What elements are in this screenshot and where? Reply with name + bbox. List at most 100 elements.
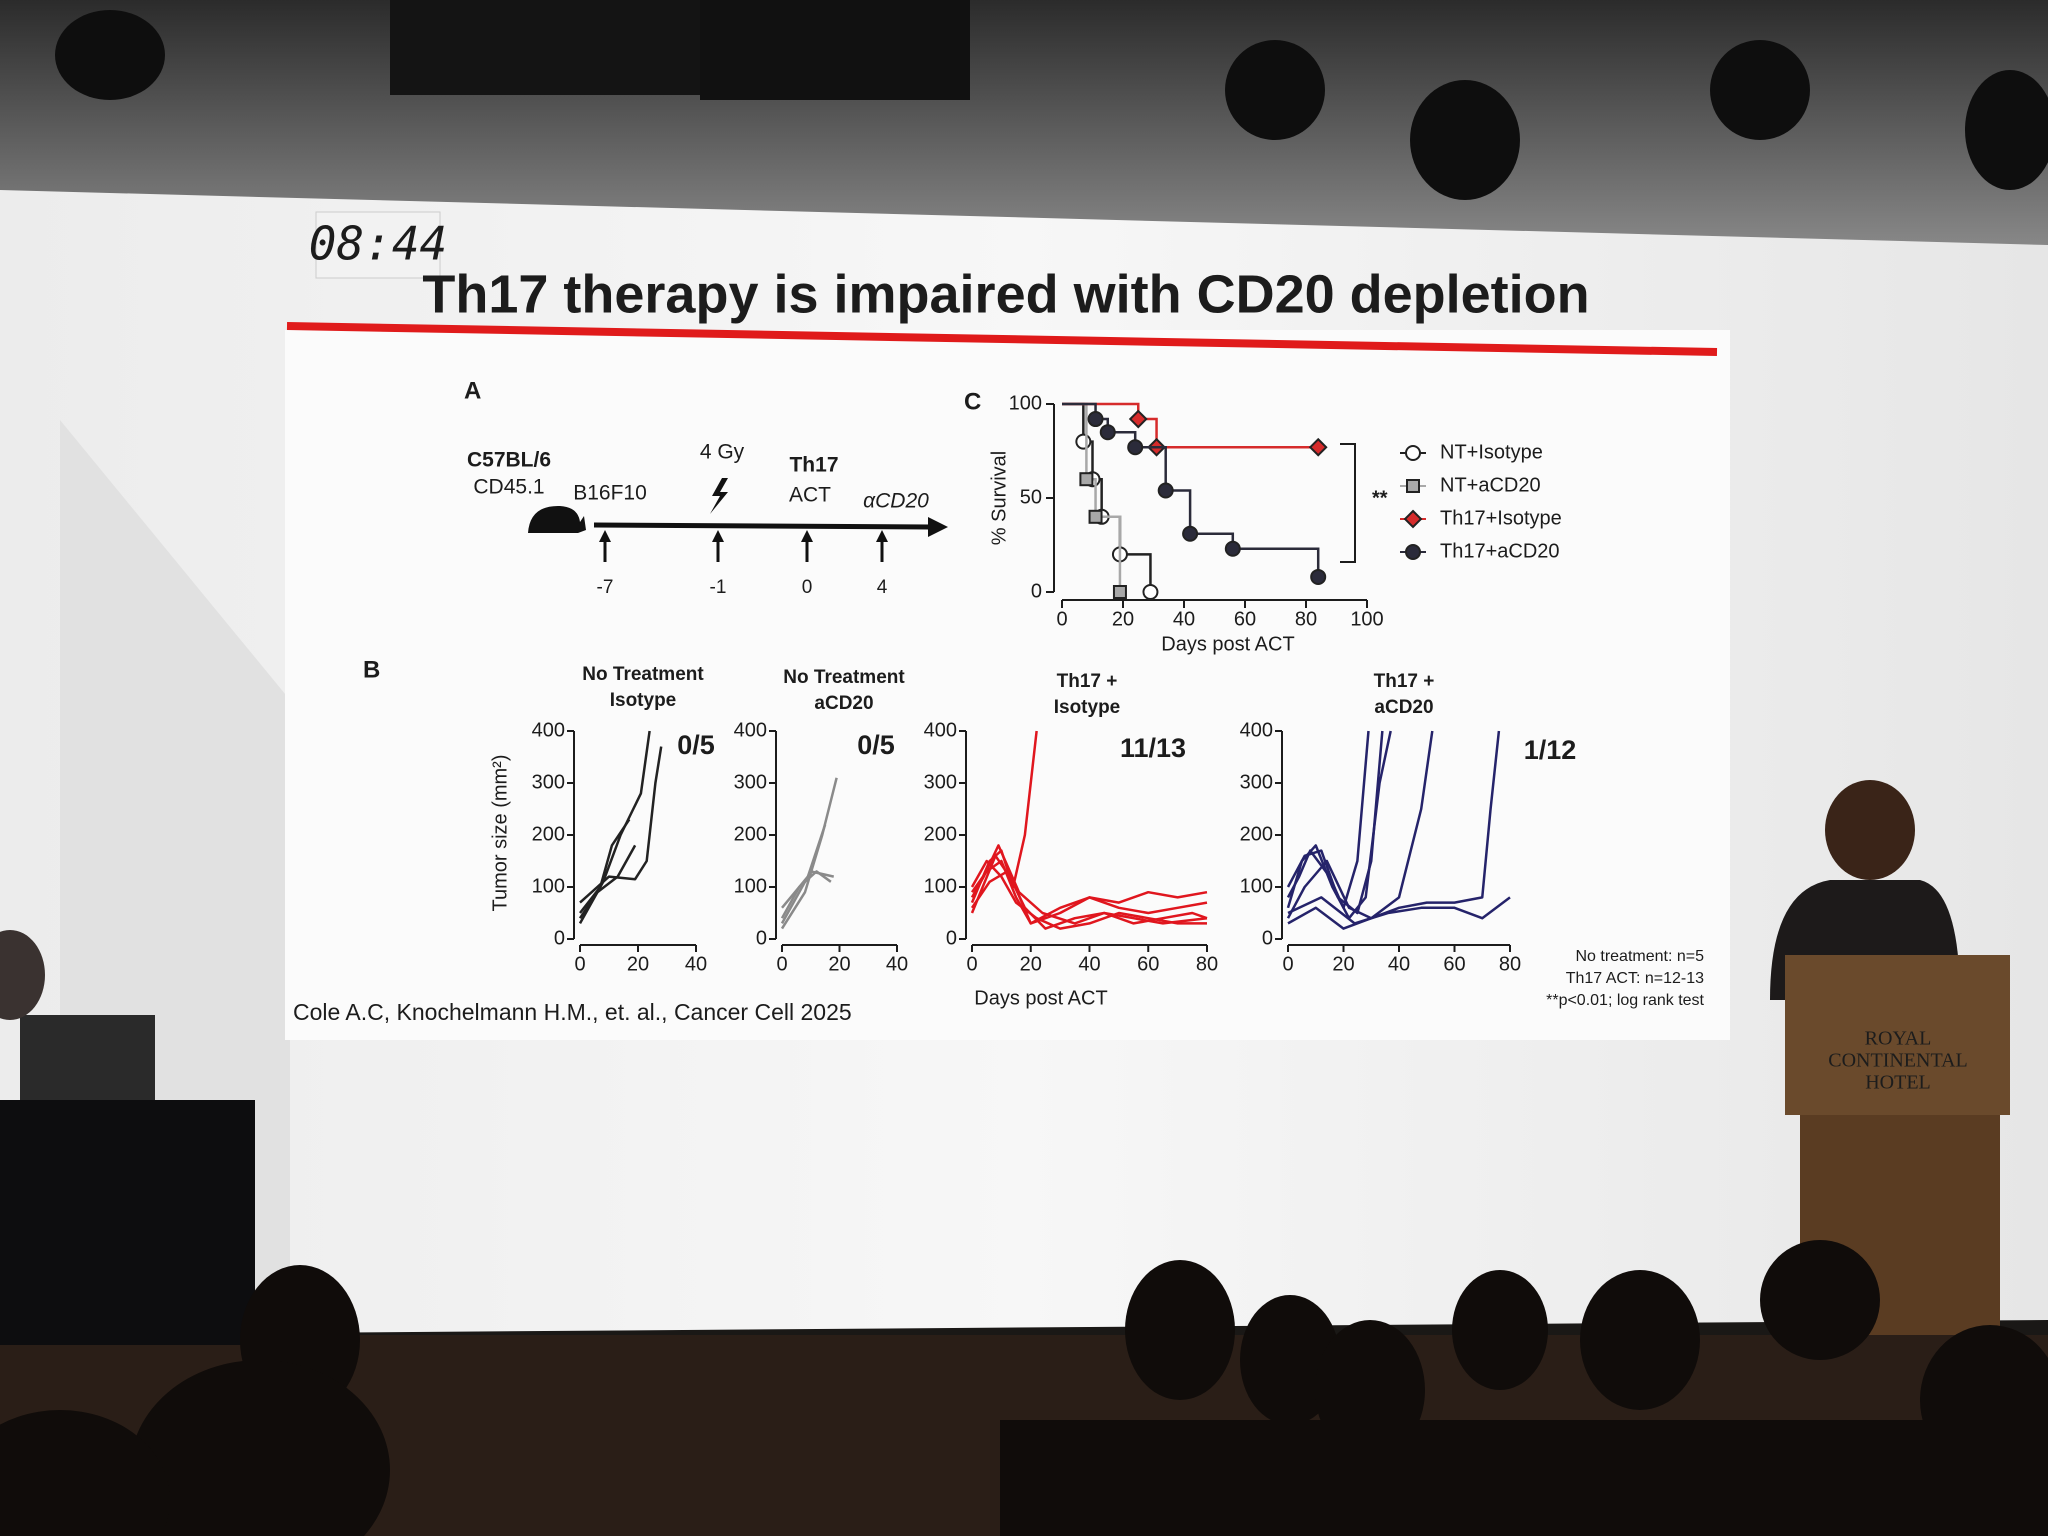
x-tick-label: 0 xyxy=(1056,608,1067,630)
tumor-growth-line xyxy=(1287,730,1501,930)
y-tick-label: 0 xyxy=(1262,927,1273,949)
footnote: **p<0.01; log rank test xyxy=(1546,992,1704,1009)
x-tick-label: 0 xyxy=(574,953,585,975)
x-tick-label: 40 xyxy=(1388,953,1410,975)
chart-title: aCD20 xyxy=(814,693,873,714)
chart-title: Isotype xyxy=(1054,697,1121,718)
slide-content-area xyxy=(285,330,1730,1040)
timeline-arrowhead xyxy=(928,517,948,537)
response-ratio: 11/13 xyxy=(1120,733,1186,763)
tumor-growth-line xyxy=(1286,730,1434,920)
x-tick-label: 60 xyxy=(1234,608,1256,630)
tumor-growth-line xyxy=(780,777,838,930)
legend-label: NT+Isotype xyxy=(1440,441,1543,463)
y-tick-label: 400 xyxy=(924,719,957,741)
podium-text: HOTEL xyxy=(1865,1072,1931,1094)
stage-light xyxy=(55,10,165,100)
panel-label: A xyxy=(464,377,481,404)
y-tick-label: 50 xyxy=(1020,486,1042,508)
stage-light xyxy=(1225,40,1325,140)
marker xyxy=(1112,585,1127,599)
x-tick-label: 60 xyxy=(1137,953,1159,975)
event-sublabel: ACT xyxy=(789,484,831,507)
ceiling-panel xyxy=(700,0,970,100)
marker xyxy=(1127,439,1144,456)
speaker-head xyxy=(1825,780,1915,880)
marker xyxy=(1157,482,1174,499)
x-tick-label: 20 xyxy=(1020,953,1042,975)
x-tick-label: 20 xyxy=(1332,953,1354,975)
x-tick-label: 20 xyxy=(1112,608,1134,630)
podium-top xyxy=(1785,955,2010,1115)
desk xyxy=(0,1100,255,1345)
y-tick-label: 300 xyxy=(924,771,957,793)
event-label: Th17 xyxy=(789,454,838,477)
x-tick-label: 60 xyxy=(1443,953,1465,975)
citation: Cole A.C, Knochelmann H.M., et. al., Can… xyxy=(293,999,852,1025)
marker xyxy=(1128,409,1148,429)
audience-head xyxy=(1240,1295,1340,1425)
event-day: 0 xyxy=(802,577,813,598)
x-tick-label: 40 xyxy=(1078,953,1100,975)
footnote: No treatment: n=5 xyxy=(1575,948,1704,965)
response-ratio: 0/5 xyxy=(857,730,895,760)
y-tick-label: 0 xyxy=(1031,580,1042,602)
y-tick-label: 100 xyxy=(532,875,565,897)
x-tick-label: 80 xyxy=(1499,953,1521,975)
chart-title: No Treatment xyxy=(582,664,704,685)
y-tick-label: 100 xyxy=(1240,875,1273,897)
response-ratio: 1/12 xyxy=(1524,735,1577,765)
slide-title: Th17 therapy is impaired with CD20 deple… xyxy=(422,264,1589,324)
y-tick-label: 0 xyxy=(946,927,957,949)
marker xyxy=(1182,525,1199,542)
tumor-growth-line xyxy=(970,854,1208,925)
audience-head xyxy=(0,1410,170,1536)
chart-title: aCD20 xyxy=(1374,697,1433,718)
y-tick-label: 300 xyxy=(734,771,767,793)
title-underline xyxy=(286,322,1718,356)
stage-light xyxy=(1710,40,1810,140)
marker xyxy=(1406,479,1420,493)
event-label: 4 Gy xyxy=(700,441,745,464)
strain: C57BL/6 xyxy=(467,449,551,472)
y-tick-label: 300 xyxy=(532,771,565,793)
audience-head xyxy=(1452,1270,1548,1390)
event-day: -1 xyxy=(710,577,727,598)
chart-title: No Treatment xyxy=(783,667,905,688)
mouse-icon xyxy=(528,505,586,533)
x-axis-label: Days post ACT xyxy=(1161,633,1294,655)
timer-box xyxy=(315,211,441,279)
audience-head xyxy=(1125,1260,1235,1400)
x-tick-label: 20 xyxy=(828,953,850,975)
audience xyxy=(0,1240,2048,1536)
event-arrowhead xyxy=(801,530,813,542)
y-tick-label: 100 xyxy=(1009,392,1042,414)
timer: 08:44 xyxy=(309,217,447,271)
significance-bracket xyxy=(1340,443,1356,563)
audience-bodies xyxy=(1000,1420,2048,1536)
audience-head xyxy=(1760,1240,1880,1360)
strain-detail: CD45.1 xyxy=(473,476,544,499)
panel-label: C xyxy=(964,388,981,415)
podium-text: CONTINENTAL xyxy=(1828,1050,1967,1072)
panel-label: B xyxy=(363,656,380,683)
y-tick-label: 200 xyxy=(532,823,565,845)
audience-head xyxy=(1580,1270,1700,1410)
laptop xyxy=(20,1015,155,1100)
event-arrowhead xyxy=(599,530,611,542)
x-axis-label: Days post ACT xyxy=(974,987,1107,1009)
y-tick-label: 200 xyxy=(734,823,767,845)
marker xyxy=(1405,544,1421,560)
legend-label: NT+aCD20 xyxy=(1440,474,1541,496)
chart-title: Isotype xyxy=(610,690,677,711)
slide-content: A C57BL/6 CD45.1 -7 B16F10 -1 4 Gy 0 Th17 ACT 4 αCD… xyxy=(293,377,1705,1025)
event-day: -7 xyxy=(597,577,614,598)
marker xyxy=(1405,445,1421,461)
x-tick-label: 40 xyxy=(886,953,908,975)
chart-title: Th17 + xyxy=(1374,671,1435,692)
marker xyxy=(1088,509,1103,524)
x-tick-label: 100 xyxy=(1350,608,1383,630)
x-tick-label: 0 xyxy=(966,953,977,975)
x-tick-label: 40 xyxy=(685,953,707,975)
